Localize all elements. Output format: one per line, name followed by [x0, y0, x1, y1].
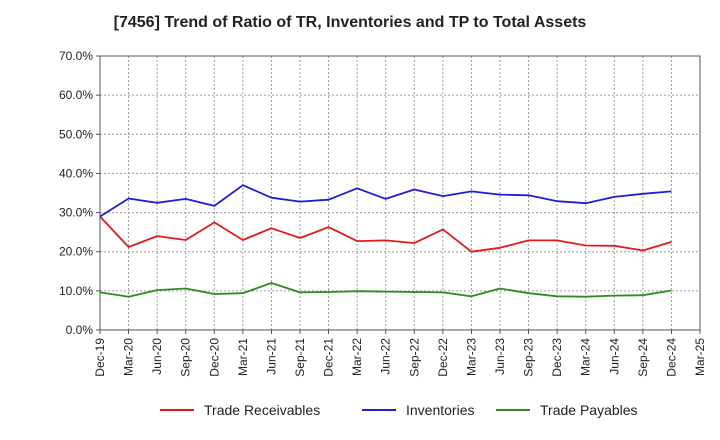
x-tick-label: Jun-22: [379, 338, 393, 375]
x-axis: Dec-19 Mar-20 Jun-20 Sep-20 Dec-20 Mar-21 Jun-…: [93, 330, 707, 377]
y-tick-label: 60.0%: [59, 88, 93, 102]
y-tick-label: 40.0%: [59, 166, 93, 180]
x-tick-label: Sep-21: [293, 338, 307, 377]
series-line-trade-receivables: [99, 215, 672, 253]
y-tick-label: 50.0%: [59, 127, 93, 141]
legend: Trade Receivables Inventories Trade Payabl…: [160, 402, 638, 418]
x-tick-label: Dec-20: [207, 338, 221, 377]
legend-label-trade-receivables: Trade Receivables: [204, 402, 320, 418]
y-tick-label: 20.0%: [59, 245, 93, 259]
x-tick-label: Dec-21: [322, 338, 336, 377]
x-tick-label: Jun-21: [264, 338, 278, 375]
x-tick-label: Dec-24: [664, 338, 678, 377]
x-tick-label: Mar-21: [236, 338, 250, 376]
x-tick-label: Jun-24: [607, 338, 621, 375]
x-tick-label: Sep-20: [179, 338, 193, 377]
x-tick-label: Dec-22: [436, 338, 450, 377]
x-tick-label: Mar-20: [122, 338, 136, 376]
y-tick-label: 0.0%: [66, 323, 94, 337]
x-tick-label: Jun-20: [150, 338, 164, 375]
y-tick-label: 10.0%: [59, 284, 93, 298]
y-tick-label: 70.0%: [59, 49, 93, 63]
x-tick-label: Mar-25: [693, 338, 707, 376]
x-tick-label: Mar-24: [579, 338, 593, 376]
legend-label-trade-payables: Trade Payables: [540, 402, 638, 418]
x-tick-label: Sep-24: [636, 338, 650, 377]
plot-area-border: [99, 55, 701, 331]
x-tick-label: Sep-23: [522, 338, 536, 377]
x-tick-label: Dec-23: [550, 338, 564, 377]
series-lines: [99, 184, 672, 298]
legend-label-inventories: Inventories: [406, 402, 474, 418]
x-tick-label: Mar-22: [350, 338, 364, 376]
x-tick-label: Mar-23: [464, 338, 478, 376]
x-tick-label: Sep-22: [407, 338, 421, 377]
y-axis: 0.0% 10.0% 20.0% 30.0% 40.0% 50.0% 60.0% 70.0%: [59, 49, 100, 337]
y-tick-label: 30.0%: [59, 206, 93, 220]
chart-title: [7456] Trend of Ratio of TR, Inventories…: [113, 14, 587, 31]
series-line-inventories: [99, 184, 672, 218]
x-tick-label: Dec-19: [93, 338, 107, 377]
series-line-trade-payables: [99, 282, 672, 298]
x-tick-label: Jun-23: [493, 338, 507, 375]
